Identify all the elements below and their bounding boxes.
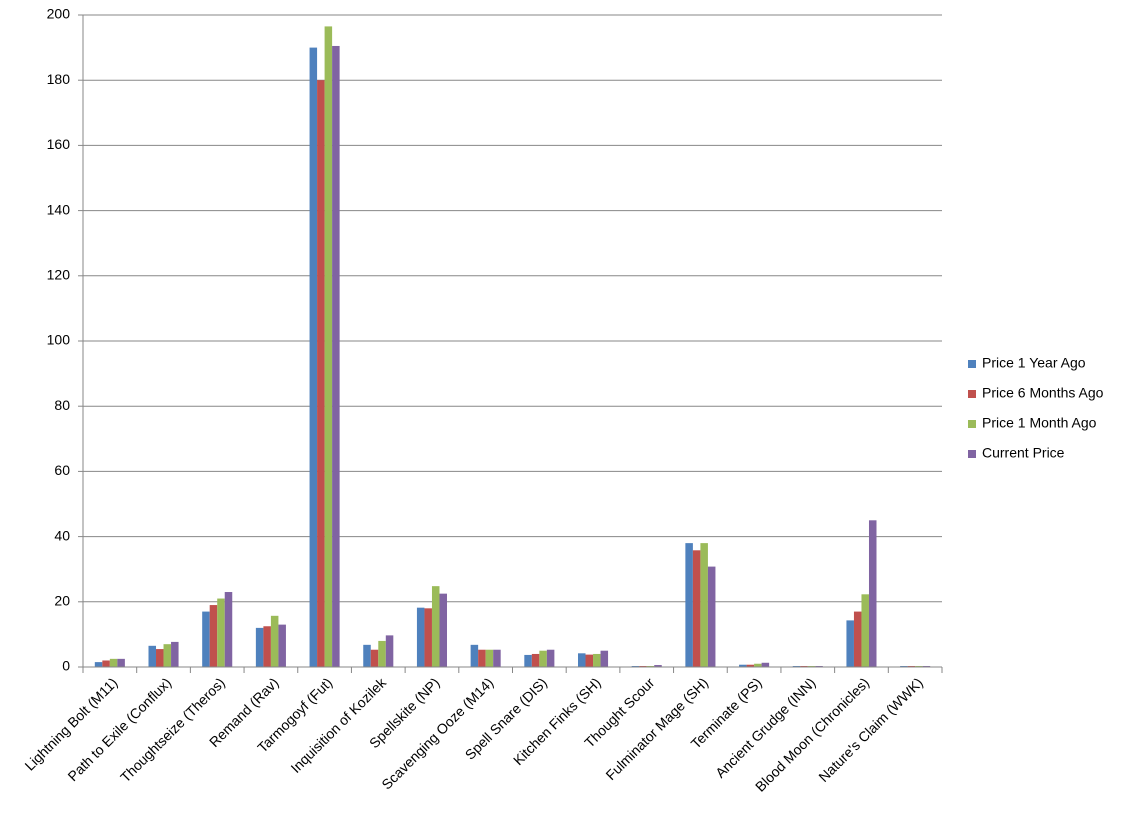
bar [600, 650, 609, 667]
bar [309, 47, 318, 668]
bar [370, 649, 379, 667]
x-tick-label: Ancient Grudge (INN) [712, 674, 818, 780]
bar [117, 658, 125, 667]
bar [654, 665, 662, 667]
bar [524, 654, 532, 667]
bar [761, 662, 770, 667]
bar [577, 653, 586, 667]
bar [861, 594, 869, 667]
bar [485, 649, 494, 667]
bar [431, 586, 440, 667]
bar [470, 644, 479, 667]
bar [531, 653, 540, 667]
bar [171, 641, 179, 667]
bar [546, 649, 555, 667]
bar [324, 26, 333, 668]
bar [263, 626, 271, 667]
bar [593, 653, 601, 667]
bar [439, 593, 448, 667]
bar [156, 649, 164, 667]
x-tick-label: Inquisition of Kozilek [287, 674, 389, 776]
legend-swatch [968, 360, 976, 368]
y-tick-label: 120 [47, 267, 71, 283]
y-tick-label: 80 [54, 397, 70, 413]
bar [868, 520, 877, 667]
legend-label: Current Price [982, 445, 1065, 461]
y-tick-label: 140 [47, 201, 71, 217]
bar [209, 605, 218, 667]
bar [416, 607, 425, 667]
legend-swatch [968, 390, 976, 398]
y-tick-label: 100 [47, 332, 71, 348]
bar [163, 644, 172, 667]
legend-swatch [968, 420, 976, 428]
bar [94, 662, 103, 667]
bar [424, 608, 432, 667]
bar [853, 611, 862, 667]
bar [109, 658, 118, 667]
y-tick-label: 200 [47, 6, 71, 22]
legend-swatch [968, 450, 976, 458]
bar [332, 45, 340, 668]
x-tick-label: Path to Exile (Conflux) [64, 674, 174, 784]
bar [317, 80, 325, 667]
bar [278, 624, 286, 667]
x-tick-label: Lightning Bolt (M11) [21, 674, 120, 773]
x-tick-label: Thoughtseize (Theros) [117, 674, 228, 785]
bar [539, 650, 547, 667]
y-tick-label: 180 [47, 71, 71, 87]
bar [585, 654, 594, 667]
bar [754, 663, 762, 667]
bar [255, 627, 264, 667]
bar [685, 543, 693, 667]
bar [707, 566, 716, 667]
bar [224, 592, 233, 667]
bar [378, 640, 386, 667]
bar [202, 611, 210, 667]
legend-label: Price 1 Year Ago [982, 355, 1086, 371]
y-tick-label: 0 [62, 658, 70, 674]
bar [478, 649, 486, 667]
y-tick-label: 160 [47, 136, 71, 152]
bar [363, 644, 371, 667]
bar [746, 664, 755, 667]
bar [739, 664, 747, 667]
bar [385, 635, 394, 667]
bar [102, 660, 110, 667]
x-tick-label: Fulminator Mage (SH) [602, 674, 711, 783]
bar [217, 598, 225, 667]
x-tick-label: Nature's Claim (WWK) [815, 674, 926, 785]
y-tick-label: 60 [54, 462, 70, 478]
bar [148, 645, 157, 667]
bar [692, 550, 701, 667]
legend-label: Price 1 Month Ago [982, 415, 1097, 431]
bar [270, 615, 279, 667]
bar [493, 649, 501, 667]
bar [700, 543, 708, 667]
y-tick-label: 20 [54, 593, 70, 609]
legend-label: Price 6 Months Ago [982, 385, 1104, 401]
y-tick-label: 40 [54, 527, 70, 543]
bar [846, 620, 854, 667]
